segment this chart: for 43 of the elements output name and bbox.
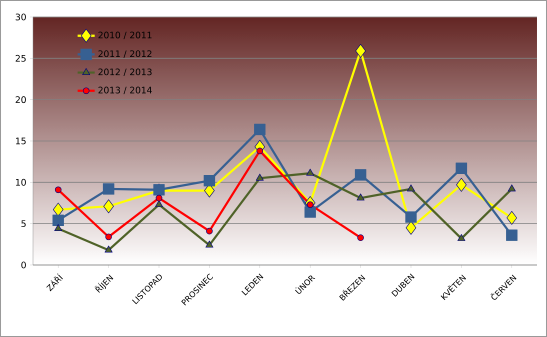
- y-tick-label: 30: [16, 14, 26, 20]
- point: [356, 194, 365, 200]
- point: [354, 169, 366, 181]
- point: [256, 148, 264, 154]
- point: [204, 174, 216, 186]
- point: [155, 200, 163, 208]
- point: [104, 246, 113, 253]
- point: [457, 234, 466, 241]
- point: [256, 174, 264, 181]
- point: [306, 168, 314, 176]
- y-tick-label: 20: [16, 96, 26, 104]
- point: [407, 184, 415, 192]
- legend-label: 2012 / 2013: [98, 68, 152, 76]
- point: [54, 186, 62, 194]
- point: [355, 44, 366, 58]
- y-tick-label: 15: [16, 138, 26, 144]
- legend-label: 2011 / 2012: [98, 50, 152, 58]
- point: [102, 183, 114, 195]
- point: [52, 214, 64, 226]
- y-tick-label: 10: [16, 178, 26, 186]
- point: [206, 228, 213, 234]
- point: [456, 162, 468, 174]
- point: [357, 234, 364, 242]
- point: [103, 199, 114, 214]
- y-tick-label: 5: [21, 220, 26, 227]
- point: [205, 240, 214, 248]
- y-tick-label: 25: [16, 54, 26, 62]
- point: [506, 230, 518, 241]
- point: [105, 234, 112, 240]
- point: [405, 211, 417, 223]
- legend-label: 2013 / 2014: [98, 86, 152, 94]
- legend-label: 2010 / 2011: [98, 32, 152, 40]
- point: [52, 202, 64, 217]
- point: [406, 220, 416, 235]
- point: [254, 124, 266, 136]
- point: [304, 206, 316, 218]
- point: [456, 178, 467, 192]
- point: [508, 184, 516, 192]
- point: [156, 194, 162, 202]
- point: [306, 201, 314, 208]
- point: [506, 210, 518, 225]
- point: [54, 224, 62, 232]
- y-tick-label: 0: [21, 262, 26, 268]
